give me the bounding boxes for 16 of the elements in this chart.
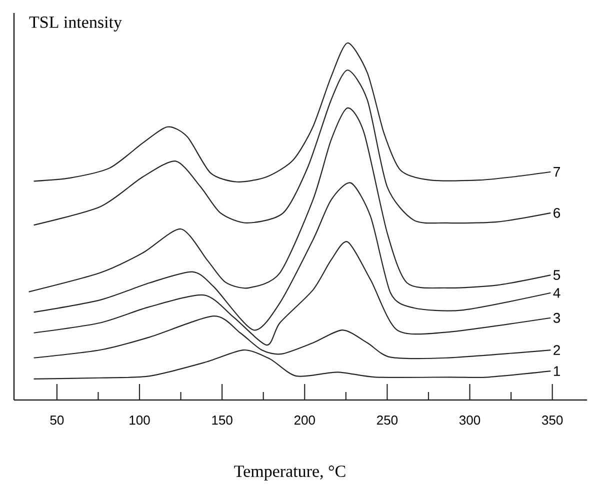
- series-label: 4: [553, 288, 560, 298]
- series-label: 5: [553, 270, 560, 280]
- x-tick-label: 200: [294, 416, 315, 425]
- series-label: 3: [553, 312, 560, 323]
- x-axis-title: Temperature, °C: [234, 466, 346, 480]
- x-tick-label: 300: [459, 416, 480, 425]
- x-tick-label: 100: [130, 416, 150, 425]
- series-label: 1: [554, 366, 560, 376]
- x-tick-label: 150: [212, 416, 232, 425]
- series-label: 2: [554, 345, 560, 355]
- series-label: 6: [554, 208, 560, 218]
- x-tick-label: 250: [377, 416, 398, 425]
- y-axis-title: TSL intensity: [29, 16, 122, 32]
- series-label: 7: [554, 167, 560, 177]
- x-tick-label: 350: [542, 416, 563, 425]
- x-tick-label: 50: [50, 416, 64, 425]
